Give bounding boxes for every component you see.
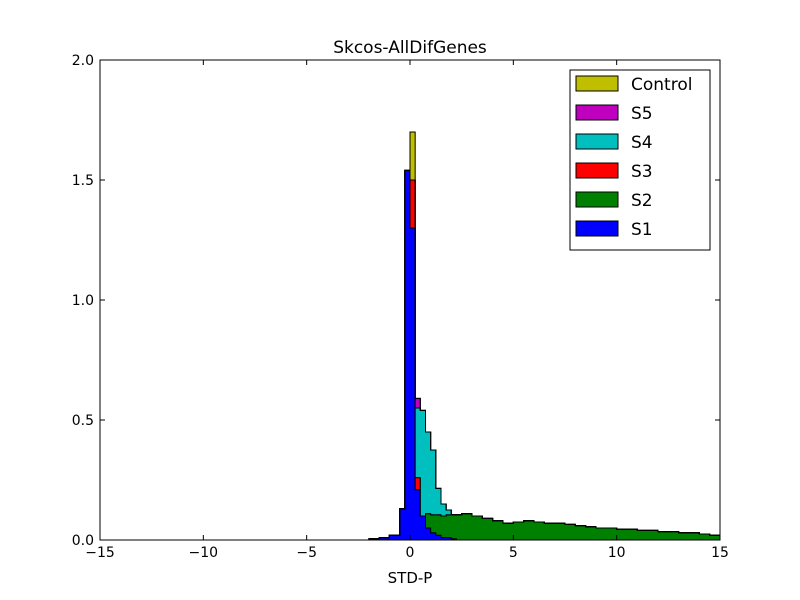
y-tick-label: 0.0 — [72, 533, 94, 549]
legend-swatch-s2 — [575, 191, 619, 208]
legend-swatch-s3 — [575, 162, 619, 179]
legend-label-s1: S1 — [631, 220, 653, 240]
legend-label-s3: S3 — [631, 162, 653, 182]
legend-label-s2: S2 — [631, 191, 653, 211]
x-tick-label: 15 — [711, 545, 729, 561]
legend-items: Control S5 S4 S3 S2 S1 — [575, 75, 692, 240]
x-tick-label: 10 — [608, 545, 626, 561]
legend-label-s4: S4 — [631, 133, 653, 153]
x-tick-label: −10 — [189, 545, 219, 561]
legend-swatch-s1 — [575, 220, 619, 237]
ticks-group: −15 −10 −5 0 5 10 15 0.0 0.5 1.0 1.5 2.0 — [72, 53, 729, 561]
y-tick-label: 0.5 — [72, 413, 94, 429]
series-control-step-area — [368, 131, 720, 540]
legend: Control S5 S4 S3 S2 S1 — [569, 69, 711, 251]
x-tick-label: 0 — [406, 545, 415, 561]
x-tick-label: −15 — [85, 545, 115, 561]
legend-swatch-s5 — [575, 104, 619, 121]
legend-label-control: Control — [631, 75, 692, 95]
y-tick-label: 1.0 — [72, 293, 94, 309]
y-tick-label: 2.0 — [72, 53, 94, 69]
y-tick-label: 1.5 — [72, 173, 94, 189]
legend-swatch-control — [575, 75, 619, 92]
x-tick-label: 5 — [509, 545, 518, 561]
legend-frame — [569, 69, 711, 251]
legend-label-s5: S5 — [631, 104, 653, 124]
x-tick-label: −5 — [296, 545, 317, 561]
chart-title: Skcos-AllDifGenes — [333, 38, 487, 58]
x-axis-label: STD-P — [388, 569, 433, 587]
legend-swatch-s4 — [575, 133, 619, 150]
